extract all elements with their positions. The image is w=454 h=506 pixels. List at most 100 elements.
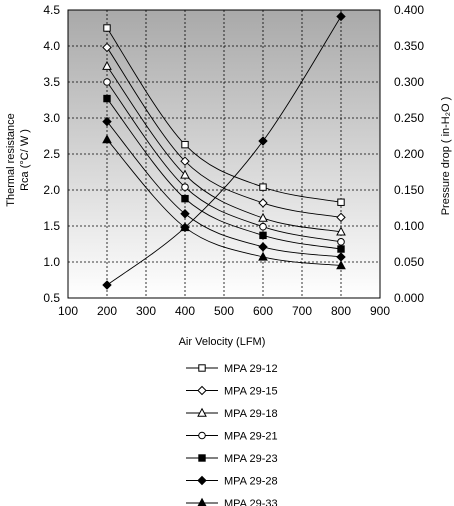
- series-4: [103, 78, 345, 246]
- y-tick-label: 4.0: [43, 39, 60, 53]
- x-tick-label: 900: [370, 304, 390, 318]
- legend-label: MPA 29-23: [224, 453, 278, 465]
- y-tick-label: 4.5: [43, 3, 60, 17]
- data-point: [103, 94, 111, 103]
- series-2: [102, 42, 346, 223]
- pressure-drop-series: [102, 11, 346, 290]
- y2-tick-label: 0.400: [394, 3, 424, 17]
- tick-labels: 100 200 300 400 500 600 700 800 900 0.5 1.0 1.5 2.0 2…: [43, 3, 424, 318]
- y-tick-label: 1.0: [43, 255, 60, 269]
- data-point: [180, 156, 190, 166]
- data-point: [103, 78, 111, 86]
- y2-tick-label: 0.250: [394, 111, 424, 125]
- data-point: [337, 198, 345, 206]
- y2-tick-label: 0.300: [394, 75, 424, 89]
- data-point: [258, 242, 268, 252]
- legend-marker: [197, 385, 207, 396]
- legend-label: MPA 29-21: [224, 431, 278, 443]
- x-tick-label: 200: [97, 304, 117, 318]
- y2-tick-label: 0.350: [394, 39, 424, 53]
- legend-item: MPA 29-33: [186, 497, 278, 506]
- series-6: [102, 116, 346, 262]
- pressure-drop-point: [258, 136, 268, 146]
- legend-item: MPA 29-15: [186, 386, 278, 398]
- legend-item: MPA 29-21: [186, 431, 278, 443]
- legend-marker: [198, 364, 206, 372]
- y2-tick-label: 0.200: [394, 147, 424, 161]
- data-point: [259, 222, 267, 231]
- series-line: [106, 98, 342, 250]
- y-tick-label: 3.0: [43, 111, 60, 125]
- data-point: [102, 134, 112, 144]
- y-tick-label: 2.0: [43, 183, 60, 197]
- series-5: [103, 94, 345, 253]
- y-tick-label: 1.5: [43, 219, 60, 233]
- x-tick-label: 300: [136, 304, 156, 318]
- data-point: [258, 212, 268, 222]
- y2-tick-label: 0.150: [394, 183, 424, 197]
- y2-axis-label: Pressure drop ( in-H₂O ): [440, 97, 452, 216]
- series-line: [106, 27, 342, 203]
- legend-label: MPA 29-18: [224, 408, 278, 420]
- legend-marker: [198, 454, 206, 462]
- y-tick-label: 3.5: [43, 75, 60, 89]
- x-tick-label: 600: [253, 304, 273, 318]
- data-point: [259, 183, 267, 191]
- y2-tick-label: 0.100: [394, 219, 424, 233]
- legend-item: MPA 29-18: [186, 407, 278, 420]
- y-tick-label: 2.5: [43, 147, 60, 161]
- legend-marker: [197, 497, 207, 506]
- data-point: [258, 198, 268, 208]
- legend-item: MPA 29-23: [186, 453, 278, 465]
- pressure-drop-line: [106, 16, 342, 286]
- data-point: [337, 245, 345, 253]
- legend-marker: [197, 407, 207, 417]
- legend-label: MPA 29-28: [224, 476, 278, 488]
- y2-tick-label: 0.050: [394, 255, 424, 269]
- x-tick-label: 700: [292, 304, 312, 318]
- data-point: [336, 226, 346, 236]
- data-point: [180, 209, 190, 219]
- data-point: [102, 42, 112, 53]
- series-line: [106, 121, 342, 258]
- y2-tick-label: 0.000: [394, 291, 424, 305]
- legend-label: MPA 29-12: [224, 363, 278, 375]
- legend-marker: [197, 475, 207, 486]
- data-point: [102, 116, 112, 127]
- pressure-drop-point: [102, 280, 112, 290]
- data-point: [336, 212, 346, 223]
- x-axis-label: Air Velocity (LFM): [179, 336, 266, 348]
- y-axis-label-line-2: Rca (°C/ W ): [19, 129, 31, 191]
- data-point: [103, 24, 111, 32]
- data-point: [181, 194, 189, 203]
- legend-label: MPA 29-33: [224, 498, 278, 506]
- series-3: [102, 60, 346, 236]
- data-point: [181, 183, 189, 191]
- data-point: [258, 251, 268, 261]
- pressure-drop-point: [336, 11, 346, 22]
- data-point: [181, 140, 189, 149]
- series-line: [106, 65, 342, 233]
- legend-item: MPA 29-12: [186, 363, 278, 375]
- x-tick-label: 400: [175, 304, 195, 318]
- x-tick-label: 800: [331, 304, 351, 318]
- pressure-drop-point: [180, 222, 190, 233]
- y-axis-label-line-1: Thermal resistance: [5, 113, 17, 207]
- legend-item: MPA 29-28: [186, 476, 278, 488]
- data-point: [336, 260, 346, 270]
- series-line: [106, 81, 342, 243]
- data-point: [102, 60, 112, 70]
- series-layer: [102, 11, 346, 290]
- legend-marker: [198, 431, 206, 440]
- data-point: [259, 231, 267, 240]
- y-tick-label: 0.5: [43, 291, 60, 305]
- series-line: [106, 47, 342, 218]
- x-tick-label: 500: [214, 304, 234, 318]
- series-line: [106, 139, 342, 267]
- data-point: [180, 169, 190, 179]
- series-1: [103, 24, 345, 206]
- legend: MPA 29-12 MPA 29-15 MPA 29-18 MPA 29-21 MPA …: [186, 363, 278, 506]
- legend-label: MPA 29-15: [224, 386, 278, 398]
- data-point: [337, 238, 345, 246]
